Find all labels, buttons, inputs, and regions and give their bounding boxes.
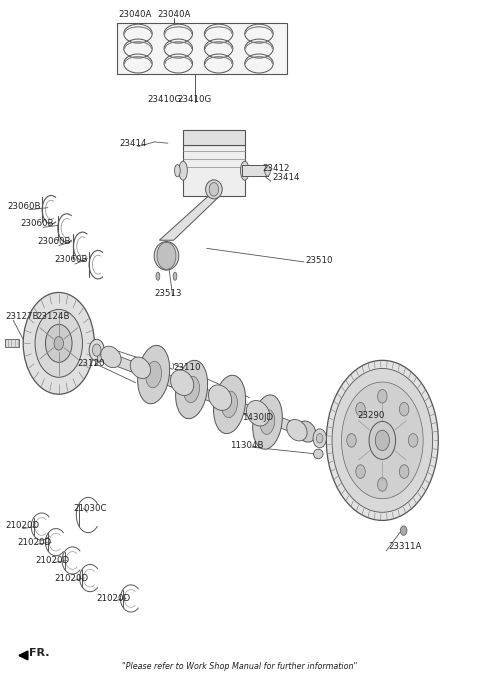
Ellipse shape (175, 165, 180, 176)
Circle shape (369, 421, 396, 460)
Ellipse shape (176, 360, 208, 419)
Circle shape (356, 464, 365, 478)
Text: FR.: FR. (29, 648, 49, 658)
Text: 23410G: 23410G (178, 94, 212, 103)
Circle shape (326, 360, 438, 521)
Ellipse shape (264, 166, 270, 176)
Text: 23040A: 23040A (118, 10, 151, 19)
Ellipse shape (260, 410, 275, 434)
Text: 23060B: 23060B (21, 219, 54, 228)
Circle shape (54, 337, 63, 350)
Text: 23414: 23414 (119, 140, 146, 148)
Text: 23124B: 23124B (36, 312, 70, 321)
Text: 23412: 23412 (263, 164, 290, 173)
Circle shape (332, 369, 432, 512)
Circle shape (378, 477, 387, 491)
Bar (117, 23, 288, 74)
Polygon shape (159, 196, 219, 240)
Ellipse shape (146, 361, 162, 388)
Circle shape (93, 344, 101, 356)
Text: 21020D: 21020D (35, 556, 69, 565)
Ellipse shape (173, 272, 177, 280)
Circle shape (399, 402, 409, 416)
Text: 11304B: 11304B (230, 440, 264, 449)
Circle shape (46, 324, 72, 363)
Ellipse shape (287, 419, 307, 441)
Ellipse shape (313, 449, 323, 459)
Bar (242, 166, 268, 176)
Ellipse shape (240, 161, 249, 180)
Text: 23410G: 23410G (147, 94, 181, 103)
Text: 1430JD: 1430JD (242, 414, 274, 423)
Text: 23060B: 23060B (8, 202, 41, 211)
Text: 23510: 23510 (305, 256, 333, 265)
Bar (5, 339, 19, 347)
Ellipse shape (252, 395, 282, 449)
Ellipse shape (156, 272, 160, 280)
Text: "Please refer to Work Shop Manual for further information": "Please refer to Work Shop Manual for fu… (122, 662, 358, 671)
Circle shape (399, 464, 409, 478)
Ellipse shape (179, 161, 187, 180)
Ellipse shape (138, 345, 169, 404)
Circle shape (375, 430, 389, 451)
Text: 23060B: 23060B (37, 237, 71, 246)
Ellipse shape (297, 421, 316, 442)
Ellipse shape (154, 241, 179, 270)
Circle shape (209, 183, 219, 196)
Text: 23311A: 23311A (388, 542, 421, 551)
Circle shape (378, 389, 387, 403)
Circle shape (342, 382, 423, 499)
Circle shape (316, 434, 323, 443)
Text: 21020D: 21020D (96, 594, 131, 603)
Ellipse shape (184, 376, 200, 403)
Circle shape (313, 429, 326, 448)
Ellipse shape (222, 391, 238, 418)
Ellipse shape (246, 401, 270, 426)
Text: 23060B: 23060B (54, 254, 87, 264)
Circle shape (89, 339, 104, 361)
Text: 23290: 23290 (358, 411, 385, 420)
Circle shape (35, 309, 83, 378)
Circle shape (408, 434, 418, 447)
Bar (183, 131, 245, 145)
Circle shape (347, 434, 356, 447)
Text: 21030C: 21030C (73, 503, 107, 513)
Polygon shape (97, 352, 106, 363)
Text: 23127B: 23127B (5, 312, 39, 321)
Circle shape (400, 526, 407, 536)
Ellipse shape (214, 376, 246, 434)
Circle shape (23, 293, 95, 394)
Ellipse shape (130, 357, 151, 378)
Ellipse shape (205, 180, 222, 199)
Text: 23040A: 23040A (157, 10, 190, 19)
Ellipse shape (208, 385, 232, 410)
Ellipse shape (101, 346, 121, 367)
Text: 23120: 23120 (78, 359, 105, 368)
Polygon shape (106, 352, 301, 436)
Bar (183, 145, 245, 196)
Circle shape (356, 402, 365, 416)
Ellipse shape (170, 370, 194, 395)
Text: 23513: 23513 (155, 289, 182, 298)
Circle shape (157, 242, 176, 269)
Text: 21020D: 21020D (17, 538, 51, 547)
Text: 21020D: 21020D (5, 521, 39, 529)
Text: 21020D: 21020D (54, 574, 88, 583)
Text: 23110: 23110 (174, 363, 201, 372)
Text: 23414: 23414 (272, 173, 300, 183)
